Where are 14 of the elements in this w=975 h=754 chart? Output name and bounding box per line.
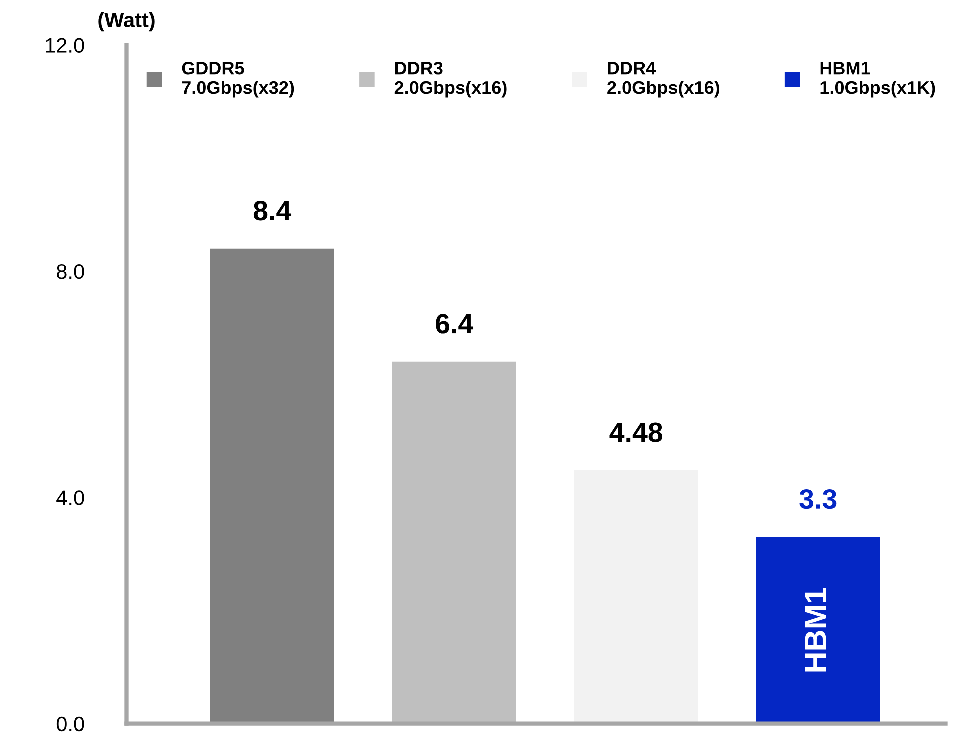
- legend-label: DDR4 2.0Gbps(x16): [608, 62, 720, 98]
- y-axis-title: (Watt): [98, 12, 155, 32]
- data-label: 8.4: [254, 201, 292, 221]
- legend-label: GDDR5 7.0Gbps(x32): [182, 62, 294, 98]
- legend-label: HBM1 1.0Gbps(x1K): [820, 62, 936, 98]
- data-label: 4.48: [610, 422, 663, 442]
- y-tick-label: 0.0: [56, 716, 84, 732]
- data-label: 6.4: [436, 314, 474, 334]
- y-tick-label: 4.0: [56, 490, 84, 506]
- data-label: 3.3: [800, 489, 837, 510]
- annotation: HBM1: [805, 588, 826, 672]
- y-tick-label: 12.0: [46, 38, 84, 53]
- y-tick-label: 8.0: [57, 264, 84, 280]
- legend-label: DDR3 2.0Gbps(x16): [394, 62, 507, 98]
